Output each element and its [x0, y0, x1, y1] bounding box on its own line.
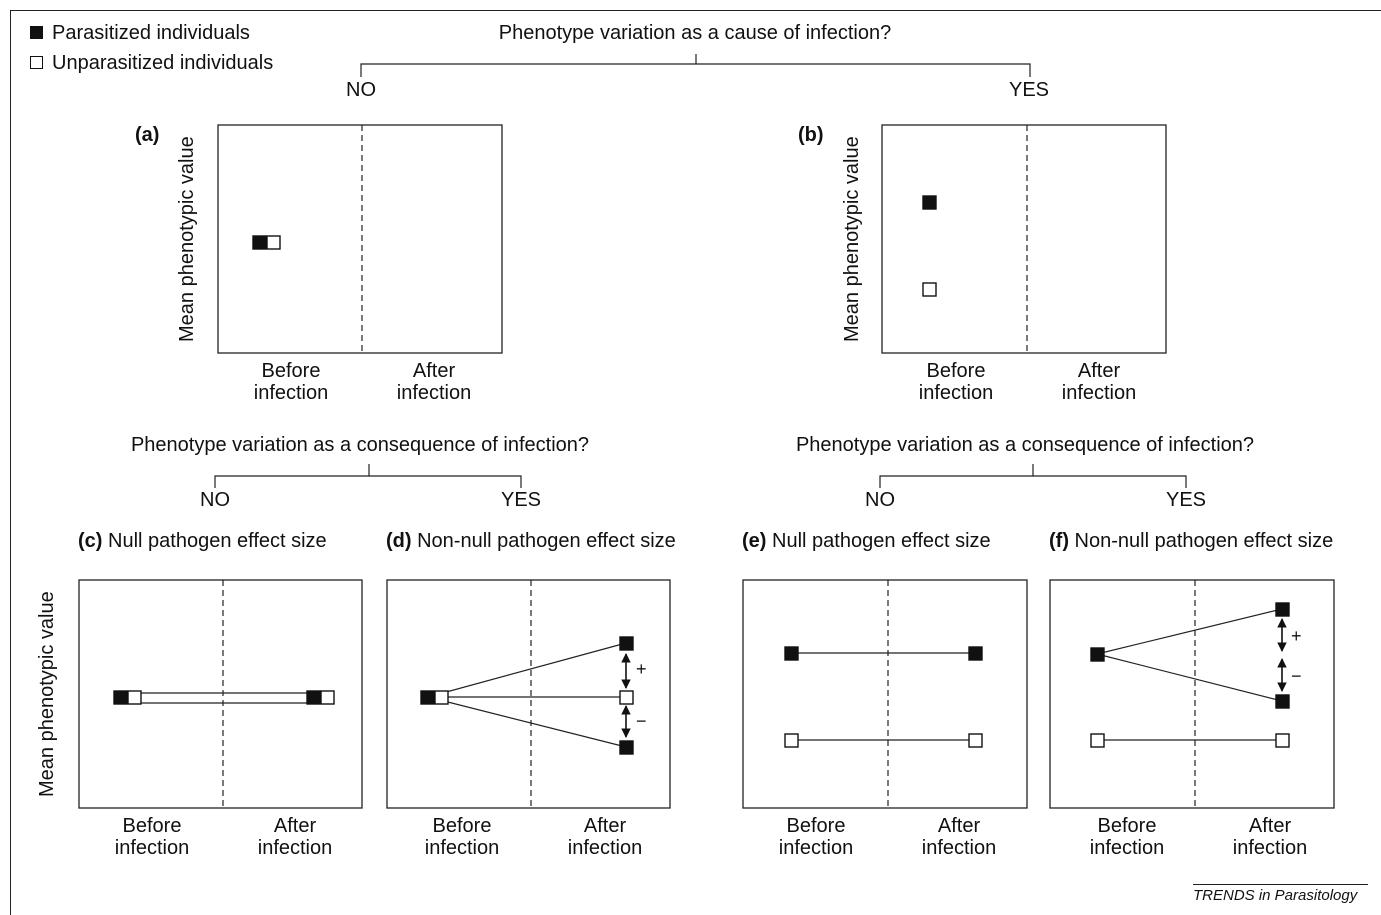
panel-b-unparasitized-marker [922, 282, 937, 297]
left-no-label: NO [200, 489, 230, 511]
panel-e-before-label: Before infection [778, 815, 854, 859]
top-decision-bracket [360, 54, 1031, 77]
panel-e-parasitized-after [968, 646, 983, 661]
panel-c-after-label: After infection [257, 815, 333, 859]
footer-rule [1193, 884, 1368, 885]
top-no-label: NO [346, 79, 376, 101]
top-question: Phenotype variation as a cause of infect… [498, 22, 892, 44]
panel-c-parasitized-after [306, 690, 321, 705]
panel-d-parasitized-after-low [619, 740, 634, 755]
panel-a-label: (a) [135, 124, 160, 146]
panel-b-parasitized-marker [922, 195, 937, 210]
panel-f-before-label: Before infection [1089, 815, 1165, 859]
panel-c-unparasitized-after [320, 690, 335, 705]
panel-c-unparasitized-before [127, 690, 142, 705]
panel-f-minus-sign: − [1291, 666, 1302, 686]
panel-f-parasitized-after-low [1275, 694, 1290, 709]
panel-d-unparasitized-before [434, 690, 449, 705]
left-decision-bracket [214, 464, 522, 488]
panel-a-after-label: After infection [396, 360, 472, 404]
panel-d-line-down [427, 696, 627, 748]
panel-b-label: (b) [798, 124, 824, 146]
panel-d-title: (d) Non-null pathogen effect size [386, 530, 676, 552]
panel-c-before-label: Before infection [114, 815, 190, 859]
panel-b-after-label: After infection [1061, 360, 1137, 404]
panel-d-parasitized-before [420, 690, 435, 705]
panel-d-minus-sign: − [636, 711, 647, 731]
panel-f-unparasitized-after [1275, 733, 1290, 748]
panel-f-unparasitized-before [1090, 733, 1105, 748]
panel-d-parasitized-after-high [619, 636, 634, 651]
panel-b-frame [881, 124, 1167, 354]
panel-d-frame [386, 579, 671, 809]
legend-parasitized-marker [30, 26, 43, 39]
panel-e-parasitized-before [784, 646, 799, 661]
figure-border-top [10, 10, 1381, 11]
right-no-label: NO [865, 489, 895, 511]
panel-e-title: (e) Null pathogen effect size [742, 530, 991, 552]
legend-unparasitized-marker [30, 56, 43, 69]
panel-f-line-up [1096, 608, 1283, 655]
left-question: Phenotype variation as a consequence of … [130, 434, 590, 456]
panel-e-unparasitized-before [784, 733, 799, 748]
panel-f-after-label: After infection [1232, 815, 1308, 859]
panel-f-frame [1049, 579, 1335, 809]
panel-d-plus-sign: + [636, 659, 647, 679]
panel-f-parasitized-before [1090, 647, 1105, 662]
panel-e-unparasitized-after [968, 733, 983, 748]
panel-f-parasitized-after-high [1275, 602, 1290, 617]
panel-d-line-up [427, 642, 627, 698]
legend-parasitized-label: Parasitized individuals [52, 22, 250, 44]
legend-unparasitized-label: Unparasitized individuals [52, 52, 274, 74]
right-yes-label: YES [1165, 489, 1207, 511]
panel-c-frame [78, 579, 363, 809]
left-yes-label: YES [500, 489, 542, 511]
panel-b-before-label: Before infection [918, 360, 994, 404]
panel-d-after-label: After infection [567, 815, 643, 859]
footer-credit: TRENDS in Parasitology [1193, 887, 1358, 904]
panel-a-frame [217, 124, 503, 354]
figure-border-left [10, 10, 11, 915]
panel-e-frame [742, 579, 1028, 809]
panel-c-parasitized-before [113, 690, 128, 705]
panel-d-unparasitized-after [619, 690, 634, 705]
panel-f-plus-sign: + [1291, 626, 1302, 646]
panel-a-parasitized-marker [252, 235, 267, 250]
top-yes-label: YES [1008, 79, 1050, 101]
right-question: Phenotype variation as a consequence of … [795, 434, 1255, 456]
right-decision-bracket [879, 464, 1187, 488]
panel-f-line-down [1096, 653, 1283, 702]
panel-c-title: (c) Null pathogen effect size [78, 530, 327, 552]
panel-a-before-label: Before infection [253, 360, 329, 404]
panel-f-title: (f) Non-null pathogen effect size [1049, 530, 1334, 552]
panel-a-unparasitized-marker [266, 235, 281, 250]
panel-d-before-label: Before infection [424, 815, 500, 859]
panel-e-after-label: After infection [921, 815, 997, 859]
